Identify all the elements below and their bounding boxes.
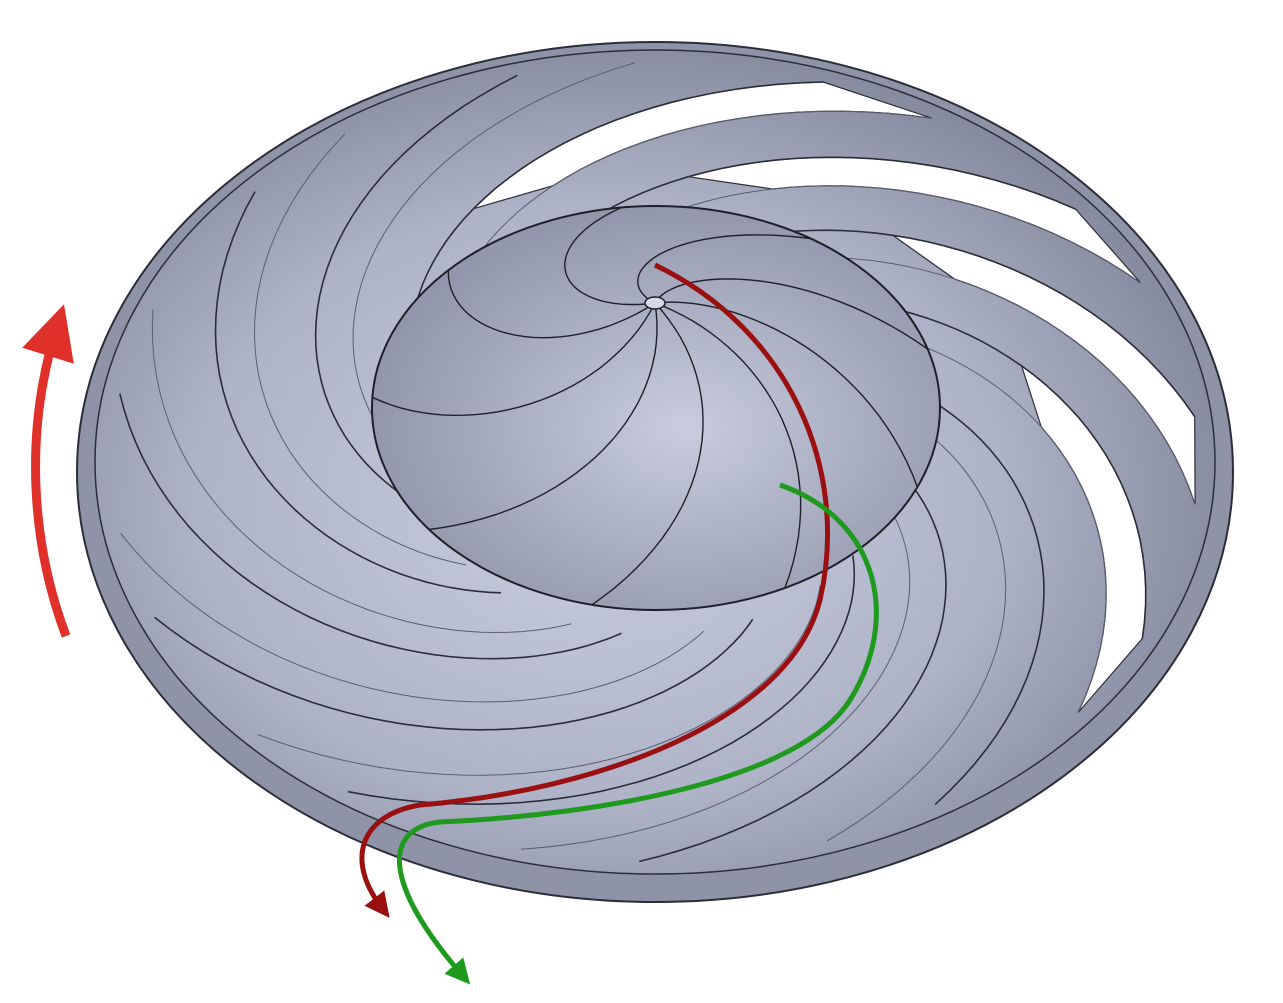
blade-edge	[120, 532, 705, 703]
inner-blade-edge	[637, 234, 811, 304]
inner-blade-edge	[654, 278, 928, 350]
inner-blade-edge	[654, 301, 919, 488]
flow-path-green	[397, 482, 879, 985]
blade-edge	[257, 585, 821, 776]
inner-blade-edge	[447, 270, 656, 339]
inner-blade-edge	[591, 302, 704, 606]
blade-edge	[214, 191, 502, 594]
blade-edge	[154, 616, 754, 731]
blade-edge	[119, 393, 622, 660]
inner-blades	[372, 206, 928, 606]
hub	[644, 296, 666, 310]
inner-blade-edge	[654, 302, 802, 589]
blade-edge	[638, 461, 947, 863]
blade-edge	[520, 499, 911, 850]
flow-path-red	[359, 262, 830, 918]
blade-edge	[347, 555, 856, 806]
blade-edge	[826, 402, 1007, 842]
rotation-arrow	[22, 304, 74, 638]
inner-blade-edge	[372, 302, 656, 417]
inner-blade-edge	[429, 302, 658, 531]
inlet-cone	[371, 205, 941, 611]
blade-edge	[314, 74, 518, 512]
blade-edge	[253, 133, 467, 566]
blade-edge	[151, 309, 572, 634]
inner-blade-edge	[564, 206, 656, 306]
